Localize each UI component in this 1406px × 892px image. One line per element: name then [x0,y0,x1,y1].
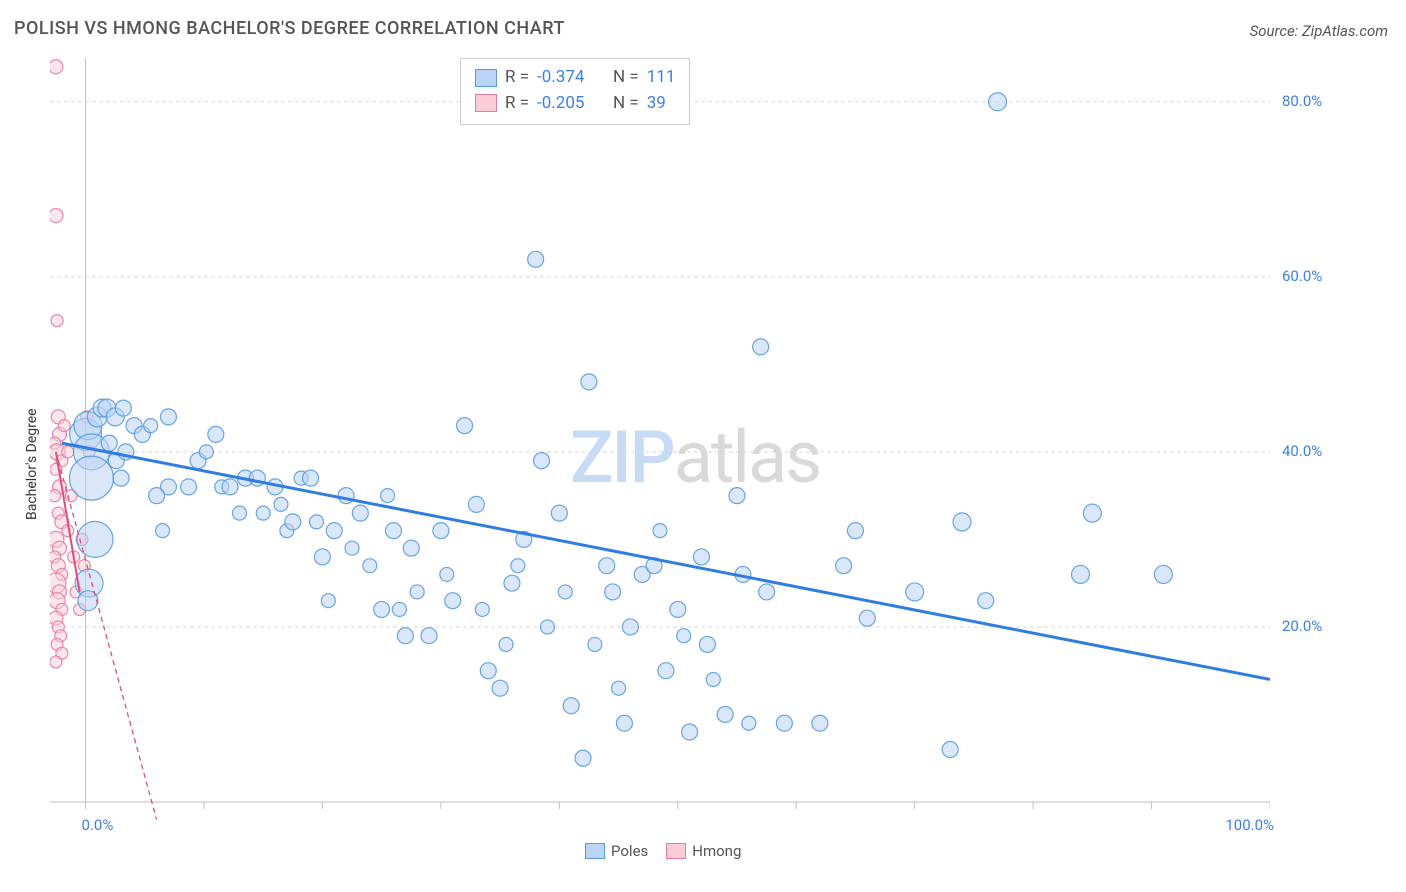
stats-n-label: N = [613,65,639,91]
legend-item-poles: Poles [585,842,648,860]
stats-row-poles: R = -0.374 N = 111 [475,65,675,91]
chart-container: POLISH VS HMONG BACHELOR'S DEGREE CORREL… [0,0,1406,892]
stats-r-label: R = [505,91,529,117]
legend-swatch-poles [585,843,605,859]
legend-swatch-hmong [666,843,686,859]
source-attribution: Source: ZipAtlas.com [1250,22,1388,40]
legend-label-poles: Poles [611,842,648,860]
plot-area: ZIPatlas [50,50,1270,830]
y-tick-label: 40.0% [1282,442,1322,460]
legend-label-hmong: Hmong [692,842,741,860]
y-tick-label: 60.0% [1282,267,1322,285]
stats-n-value: 39 [647,91,666,117]
correlation-stats-box: R = -0.374 N = 111 R = -0.205 N = 39 [460,58,690,125]
stats-swatch-hmong [475,94,497,112]
source-prefix: Source: [1250,22,1302,40]
x-tick-label: 0.0% [82,816,114,834]
stats-r-value: -0.205 [537,91,605,117]
y-tick-label: 80.0% [1282,92,1322,110]
stats-r-label: R = [505,65,529,91]
chart-title: POLISH VS HMONG BACHELOR'S DEGREE CORREL… [14,18,565,39]
y-tick-label: 20.0% [1282,617,1322,635]
x-tick-label: 100.0% [1225,816,1274,834]
scatter-plot-svg [50,50,1270,830]
series-legend: Poles Hmong [585,842,741,860]
stats-n-label: N = [613,91,639,117]
stats-r-value: -0.374 [537,65,605,91]
y-axis-label: Bachelor's Degree [24,408,40,520]
legend-item-hmong: Hmong [666,842,741,860]
stats-n-value: 111 [647,65,676,91]
stats-swatch-poles [475,69,497,87]
source-name: ZipAtlas.com [1302,22,1388,40]
stats-row-hmong: R = -0.205 N = 39 [475,91,675,117]
